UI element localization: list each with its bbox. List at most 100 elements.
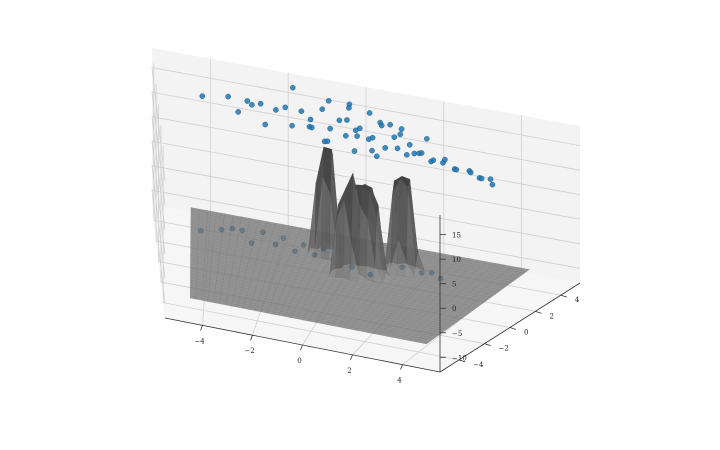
surface-cell xyxy=(457,312,469,317)
scatter-point xyxy=(442,156,448,163)
surface-cell xyxy=(503,279,515,283)
scatter-point xyxy=(298,108,305,114)
scatter-series-upper xyxy=(199,84,496,188)
x-tick xyxy=(350,354,353,360)
scatter-point xyxy=(478,175,485,182)
scatter-point xyxy=(366,110,373,116)
axes xyxy=(164,215,581,373)
surface-cell xyxy=(493,286,505,291)
surface-cell xyxy=(515,269,528,274)
surface-cell xyxy=(513,271,525,276)
scatter-point xyxy=(199,93,206,99)
surface-cell xyxy=(470,303,481,307)
z-tick-label: −10 xyxy=(452,354,467,362)
x-tick xyxy=(400,364,403,370)
scatter-point xyxy=(387,121,393,128)
scatter-point xyxy=(342,132,349,139)
scatter-point xyxy=(382,145,389,151)
scatter-point xyxy=(344,117,350,123)
x-tick-label: 0 xyxy=(297,357,301,365)
surface-cell xyxy=(488,290,500,294)
z-tick-label: 0 xyxy=(452,305,456,313)
scatter-point xyxy=(397,131,404,138)
scatter-point xyxy=(336,117,343,124)
z-tick-label: 10 xyxy=(452,256,461,264)
surface-cell xyxy=(460,310,471,315)
scatter-point xyxy=(394,145,401,152)
scatter-point xyxy=(406,141,413,148)
z-tick-label: 5 xyxy=(452,281,456,289)
surface-cell xyxy=(518,267,530,272)
grid-line-z xyxy=(151,67,581,181)
scatter-point xyxy=(325,98,332,104)
grid-line-z xyxy=(151,165,581,279)
surface-cell xyxy=(480,295,492,300)
scatter-point xyxy=(244,98,251,104)
y-tick xyxy=(484,343,491,347)
scatter-point xyxy=(369,134,376,141)
y-tick xyxy=(535,310,542,314)
surface-cell xyxy=(475,299,487,304)
surface-cell xyxy=(440,325,451,330)
x-tick-label: 4 xyxy=(397,377,402,385)
scatter-point xyxy=(262,121,269,128)
x-tick-label: −2 xyxy=(244,347,254,355)
scatter-point xyxy=(289,122,295,129)
scatter-point xyxy=(225,93,231,100)
scatter-point xyxy=(351,148,358,154)
y-tick-label: −4 xyxy=(473,361,484,369)
grid-line-z xyxy=(151,189,581,304)
scatter-point xyxy=(319,106,326,112)
scatter-point xyxy=(308,124,315,131)
x-tick xyxy=(250,335,253,341)
scatter-point xyxy=(321,138,328,145)
grid-line-z xyxy=(151,140,581,255)
surface-cell xyxy=(485,292,497,296)
scatter-point xyxy=(257,100,264,107)
surface-cell xyxy=(483,294,494,298)
scatter-point xyxy=(398,126,405,132)
z-tick-label: 15 xyxy=(452,232,461,240)
x-tick-label: −4 xyxy=(194,337,205,345)
grid-line-z xyxy=(151,91,581,206)
scatter-point xyxy=(307,116,314,123)
scatter-point xyxy=(282,104,289,111)
y-tick-label: 2 xyxy=(550,312,554,320)
scatter-point xyxy=(377,119,384,126)
y-tick-label: 4 xyxy=(575,296,580,304)
scatter-point xyxy=(289,84,296,91)
scatter-point xyxy=(354,133,360,139)
surface-cell xyxy=(445,322,456,326)
z-tick-label: −5 xyxy=(452,330,462,338)
surface-cell xyxy=(420,340,430,345)
grid-line-y xyxy=(162,145,460,361)
x-tick xyxy=(300,344,303,351)
y-tick-label: 0 xyxy=(524,329,528,337)
scatter-point xyxy=(453,166,460,173)
y-tick xyxy=(509,327,517,330)
scatter-point xyxy=(418,150,425,156)
scatter-point xyxy=(249,102,255,108)
scatter-point xyxy=(403,151,410,158)
grid-line-z xyxy=(151,116,581,230)
scatter-point xyxy=(430,157,437,163)
scatter-point xyxy=(487,176,494,182)
scatter-point xyxy=(327,125,333,132)
scatter-point xyxy=(489,181,496,188)
x-tick-label: 2 xyxy=(347,367,351,375)
x-tick xyxy=(200,325,203,331)
scatter-point xyxy=(356,125,363,132)
surface-cell xyxy=(467,305,479,309)
surface-cell xyxy=(447,320,458,324)
y-tick-label: −2 xyxy=(499,345,509,353)
y-tick xyxy=(560,294,568,298)
scatter-point xyxy=(235,109,241,115)
scatter-point xyxy=(411,150,418,157)
surface-cell xyxy=(495,284,507,289)
scatter-point xyxy=(373,153,380,160)
tick-labels: −4 −2 0 2 4 −4 −2 0 2 4 −10 −5 0 5 10 15 xyxy=(194,232,580,385)
scatter-point xyxy=(346,105,352,111)
scatter-point xyxy=(423,135,430,142)
surface-cell xyxy=(450,318,461,322)
